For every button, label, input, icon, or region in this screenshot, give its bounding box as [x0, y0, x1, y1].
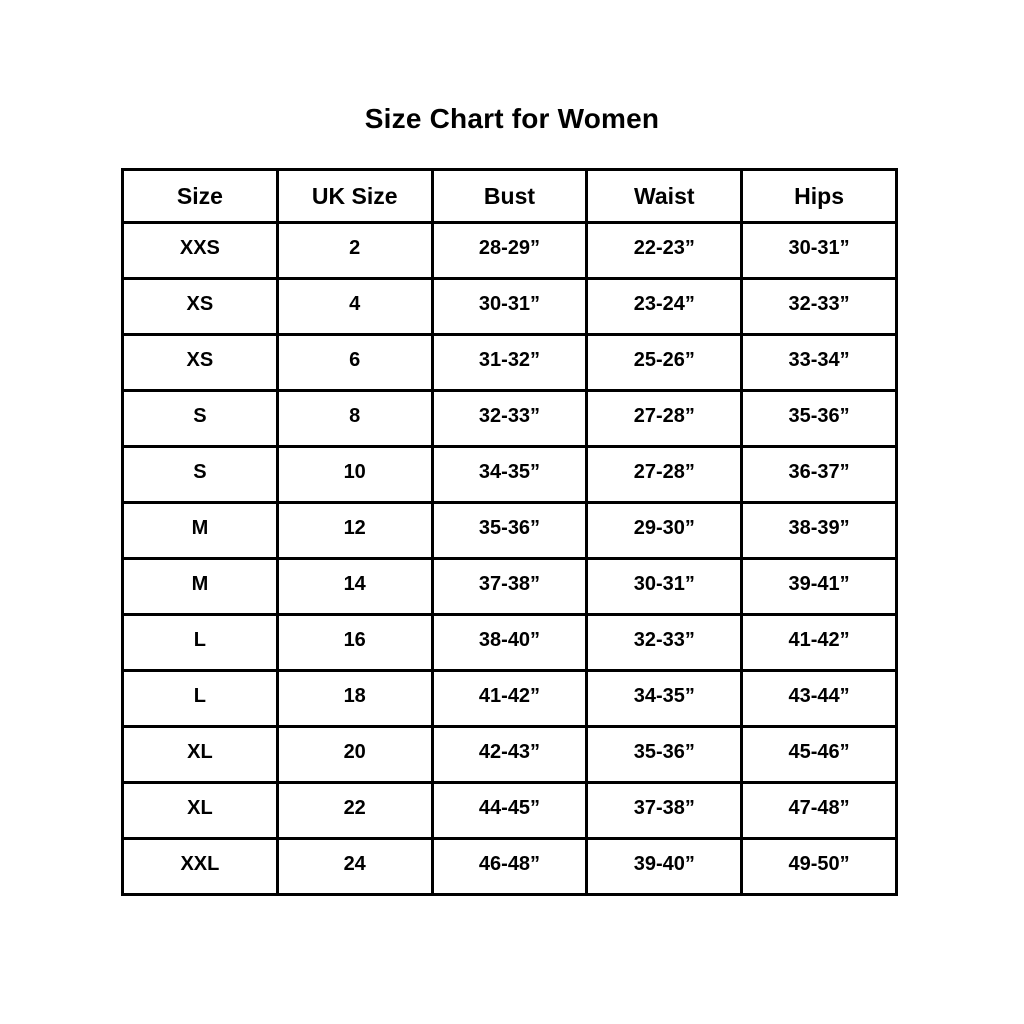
- cell-uk-size: 6: [275, 333, 434, 392]
- cell-waist: 27-28”: [585, 445, 744, 504]
- cell-hips: 36-37”: [740, 445, 898, 504]
- column-header-uk-size: UK Size: [275, 168, 434, 224]
- cell-uk-size: 16: [275, 613, 434, 672]
- cell-size: L: [121, 669, 279, 728]
- cell-size: XXS: [121, 221, 279, 280]
- column-header-waist: Waist: [585, 168, 744, 224]
- cell-waist: 39-40”: [585, 837, 744, 896]
- cell-waist: 25-26”: [585, 333, 744, 392]
- table-header: Size UK Size Bust Waist Hips: [121, 168, 898, 224]
- cell-bust: 44-45”: [430, 781, 589, 840]
- cell-hips: 35-36”: [740, 389, 898, 448]
- cell-size: XXL: [121, 837, 279, 896]
- size-chart-table: Size UK Size Bust Waist Hips XXS 2 28-29” 2…: [121, 168, 898, 896]
- cell-bust: 32-33”: [430, 389, 589, 448]
- cell-waist: 35-36”: [585, 725, 744, 784]
- table-row: XS 6 31-32” 25-26” 33-34”: [121, 333, 898, 392]
- table-body: XXS 2 28-29” 22-23” 30-31” XS 4 30-31” 23-24” 32-…: [121, 221, 898, 896]
- cell-bust: 35-36”: [430, 501, 589, 560]
- cell-size: XS: [121, 277, 279, 336]
- cell-uk-size: 10: [275, 445, 434, 504]
- cell-uk-size: 14: [275, 557, 434, 616]
- cell-waist: 32-33”: [585, 613, 744, 672]
- table-row: XL 22 44-45” 37-38” 47-48”: [121, 781, 898, 840]
- table-row: L 16 38-40” 32-33” 41-42”: [121, 613, 898, 672]
- cell-bust: 31-32”: [430, 333, 589, 392]
- page-title: Size Chart for Women: [364, 103, 660, 134]
- table-row: M 12 35-36” 29-30” 38-39”: [121, 501, 898, 560]
- table-row: M 14 37-38” 30-31” 39-41”: [121, 557, 898, 616]
- cell-waist: 27-28”: [585, 389, 744, 448]
- cell-bust: 30-31”: [430, 277, 589, 336]
- cell-waist: 30-31”: [585, 557, 744, 616]
- column-header-bust: Bust: [430, 168, 589, 224]
- cell-waist: 34-35”: [585, 669, 744, 728]
- cell-uk-size: 24: [275, 837, 434, 896]
- table-row: XXS 2 28-29” 22-23” 30-31”: [121, 221, 898, 280]
- column-header-hips: Hips: [740, 168, 898, 224]
- cell-uk-size: 4: [275, 277, 434, 336]
- table-row: L 18 41-42” 34-35” 43-44”: [121, 669, 898, 728]
- cell-waist: 29-30”: [585, 501, 744, 560]
- cell-hips: 41-42”: [740, 613, 898, 672]
- cell-size: XL: [121, 781, 279, 840]
- cell-waist: 22-23”: [585, 221, 744, 280]
- table-row: XXL 24 46-48” 39-40” 49-50”: [121, 837, 898, 896]
- cell-bust: 34-35”: [430, 445, 589, 504]
- cell-waist: 37-38”: [585, 781, 744, 840]
- cell-hips: 30-31”: [740, 221, 898, 280]
- cell-size: M: [121, 557, 279, 616]
- cell-hips: 45-46”: [740, 725, 898, 784]
- header-row: Size UK Size Bust Waist Hips: [121, 168, 898, 224]
- table-row: XL 20 42-43” 35-36” 45-46”: [121, 725, 898, 784]
- table-row: XS 4 30-31” 23-24” 32-33”: [121, 277, 898, 336]
- cell-size: XS: [121, 333, 279, 392]
- cell-hips: 39-41”: [740, 557, 898, 616]
- cell-waist: 23-24”: [585, 277, 744, 336]
- cell-hips: 43-44”: [740, 669, 898, 728]
- column-header-size: Size: [121, 168, 279, 224]
- cell-uk-size: 18: [275, 669, 434, 728]
- cell-hips: 49-50”: [740, 837, 898, 896]
- table-row: S 8 32-33” 27-28” 35-36”: [121, 389, 898, 448]
- cell-uk-size: 20: [275, 725, 434, 784]
- cell-bust: 42-43”: [430, 725, 589, 784]
- cell-hips: 47-48”: [740, 781, 898, 840]
- table-row: S 10 34-35” 27-28” 36-37”: [121, 445, 898, 504]
- cell-size: L: [121, 613, 279, 672]
- cell-bust: 28-29”: [430, 221, 589, 280]
- cell-uk-size: 12: [275, 501, 434, 560]
- cell-uk-size: 8: [275, 389, 434, 448]
- cell-bust: 41-42”: [430, 669, 589, 728]
- cell-uk-size: 2: [275, 221, 434, 280]
- cell-bust: 37-38”: [430, 557, 589, 616]
- cell-size: S: [121, 389, 279, 448]
- cell-size: M: [121, 501, 279, 560]
- cell-uk-size: 22: [275, 781, 434, 840]
- cell-bust: 46-48”: [430, 837, 589, 896]
- cell-size: XL: [121, 725, 279, 784]
- cell-hips: 38-39”: [740, 501, 898, 560]
- cell-hips: 33-34”: [740, 333, 898, 392]
- cell-hips: 32-33”: [740, 277, 898, 336]
- cell-size: S: [121, 445, 279, 504]
- cell-bust: 38-40”: [430, 613, 589, 672]
